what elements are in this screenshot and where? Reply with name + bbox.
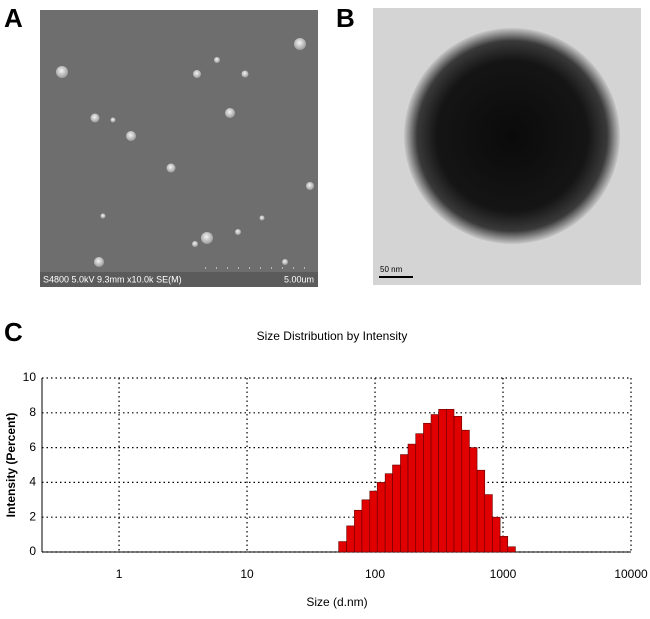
- panel-label: C: [4, 317, 23, 347]
- y-tick-label: 8: [29, 405, 36, 419]
- y-tick-label: 4: [29, 475, 36, 489]
- bar: [407, 443, 417, 553]
- bar: [492, 516, 501, 553]
- bar: [438, 409, 447, 553]
- y-tick-label: 10: [23, 370, 37, 384]
- bar: [392, 464, 401, 553]
- panel-label: B: [336, 3, 355, 33]
- y-tick-label: 0: [29, 544, 36, 558]
- bar: [446, 409, 455, 553]
- panel-label: A: [4, 3, 23, 33]
- x-tick-label: 10: [240, 567, 254, 581]
- sem-scale: 5.00um: [284, 274, 314, 284]
- y-tick-label: 2: [29, 509, 36, 523]
- bar: [415, 433, 424, 553]
- bar: [469, 447, 478, 553]
- bar: [384, 473, 393, 553]
- bar: [354, 509, 363, 553]
- sem-image: [40, 10, 318, 287]
- bar: [453, 415, 463, 553]
- bar: [484, 494, 493, 553]
- bar: [361, 499, 371, 553]
- y-axis-label: Intensity (Percent): [4, 413, 18, 518]
- bar: [507, 546, 516, 553]
- bar: [461, 429, 470, 553]
- x-tick-label: 10000: [614, 567, 648, 581]
- bar: [338, 541, 347, 553]
- bar: [376, 482, 386, 553]
- x-tick-label: 1000: [490, 567, 517, 581]
- x-tick-label: 100: [365, 567, 385, 581]
- bar: [346, 525, 355, 553]
- bar: [423, 422, 432, 553]
- bar: [400, 454, 409, 553]
- sem-caption: S4800 5.0kV 9.3mm x10.0k SE(M): [43, 274, 182, 284]
- tem-scale: 50 nm: [380, 265, 403, 274]
- chart-title: Size Distribution by Intensity: [257, 329, 408, 343]
- tem-image: [373, 8, 641, 285]
- bar: [499, 536, 509, 553]
- y-tick-label: 6: [29, 440, 36, 454]
- x-axis-label: Size (d.nm): [306, 595, 367, 609]
- bar: [430, 414, 439, 553]
- bar: [476, 469, 486, 553]
- x-tick-label: 1: [116, 567, 123, 581]
- bar: [369, 490, 378, 553]
